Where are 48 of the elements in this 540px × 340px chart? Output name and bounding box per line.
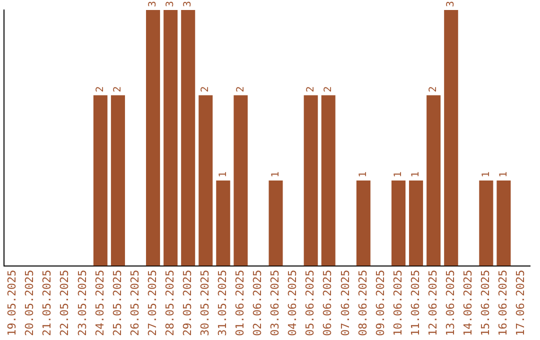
x-tick-label: 19.05.2025 bbox=[6, 270, 19, 336]
x-tick-label: 21.05.2025 bbox=[40, 270, 54, 336]
x-tick-label: 15.06.2025 bbox=[479, 270, 492, 336]
x-tick-label: 13.06.2025 bbox=[444, 270, 457, 336]
data-label: 1 bbox=[410, 171, 422, 178]
x-tick-label: 26.05.2025 bbox=[128, 270, 142, 336]
data-label: 1 bbox=[358, 171, 370, 178]
x-tick-label: 16.06.2025 bbox=[496, 270, 510, 336]
data-label: 1 bbox=[498, 171, 510, 178]
data-label: 3 bbox=[148, 0, 159, 7]
data-label: 3 bbox=[165, 0, 176, 7]
x-tick-label: 09.06.2025 bbox=[374, 270, 387, 336]
x-tick-label: 11.06.2025 bbox=[408, 270, 422, 336]
x-tick-label: 14.06.2025 bbox=[461, 270, 474, 336]
data-label: 2 bbox=[235, 86, 246, 92]
data-label: 2 bbox=[428, 86, 440, 92]
x-tick-label: 01.06.2025 bbox=[234, 270, 247, 336]
x-tick-label: 07.06.2025 bbox=[338, 270, 352, 336]
x-tick-label: 31.05.2025 bbox=[216, 270, 230, 336]
x-tick-label: 10.06.2025 bbox=[391, 270, 404, 336]
x-tick-label: 06.06.2025 bbox=[321, 270, 334, 336]
x-tick-label: 03.06.2025 bbox=[268, 270, 282, 336]
data-label: 1 bbox=[393, 171, 404, 178]
data-label: 2 bbox=[95, 86, 106, 92]
x-tick-label: 12.06.2025 bbox=[426, 270, 440, 336]
x-tick-label: 27.05.2025 bbox=[146, 270, 159, 336]
x-tick-label: 30.05.2025 bbox=[198, 270, 212, 336]
data-label: 3 bbox=[182, 0, 194, 7]
data-label: 3 bbox=[446, 0, 457, 7]
x-tick-label: 04.06.2025 bbox=[286, 270, 300, 336]
data-label: 2 bbox=[305, 86, 316, 92]
x-tick-label: 20.05.2025 bbox=[23, 270, 36, 336]
x-tick-label: 24.05.2025 bbox=[93, 270, 106, 336]
data-label: 1 bbox=[270, 171, 282, 178]
data-label: 2 bbox=[112, 86, 124, 92]
x-tick-label: 02.06.2025 bbox=[251, 270, 264, 336]
data-label: 1 bbox=[480, 171, 492, 178]
x-tick-label: 08.06.2025 bbox=[356, 270, 370, 336]
x-tick-label: 05.06.2025 bbox=[304, 270, 317, 336]
x-tick-label: 17.06.2025 bbox=[514, 270, 528, 336]
x-tick-label: 23.05.2025 bbox=[76, 270, 89, 336]
x-tick-label: 29.05.2025 bbox=[180, 270, 194, 336]
data-label: 2 bbox=[322, 86, 334, 92]
x-tick-label: 28.05.2025 bbox=[163, 270, 176, 336]
data-label: 1 bbox=[218, 171, 229, 178]
x-tick-label: 25.05.2025 bbox=[110, 270, 124, 336]
data-label: 2 bbox=[200, 86, 212, 92]
x-tick-label: 22.05.2025 bbox=[58, 270, 72, 336]
